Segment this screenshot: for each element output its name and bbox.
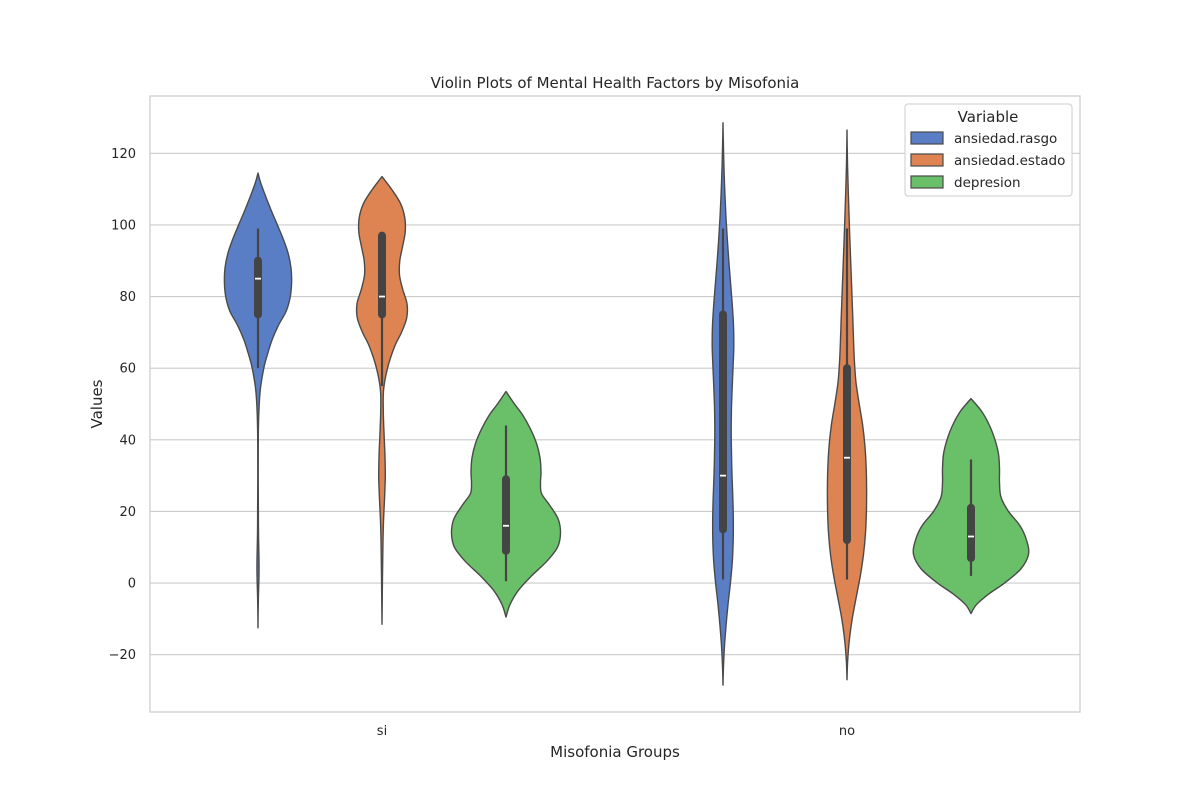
- x-axis-label: Misofonia Groups: [550, 743, 680, 761]
- violin-ansiedad-rasgo-no: [711, 122, 735, 686]
- legend-title: Variable: [958, 108, 1019, 126]
- legend: Variable ansiedad.rasgo ansiedad.estado de…: [904, 103, 1073, 197]
- legend-label: ansiedad.estado: [954, 153, 1065, 169]
- y-tick-label: 100: [111, 218, 136, 233]
- legend-swatch: [910, 153, 944, 167]
- legend-items: ansiedad.rasgo ansiedad.estado depresion: [910, 131, 1065, 191]
- y-tick-label: 60: [119, 362, 136, 377]
- violin-ansiedad-rasgo-si: [223, 172, 293, 629]
- y-tick-label: 40: [119, 433, 136, 448]
- legend-box: [904, 103, 1073, 197]
- y-tick-label: 120: [111, 147, 136, 162]
- y-tick-labels: −20 0 20 40 60 80 100 120: [109, 147, 136, 663]
- violin-depresion-no: [912, 397, 1030, 615]
- y-axis-label: Values: [88, 379, 106, 428]
- violin-body: [223, 172, 293, 629]
- legend-label: ansiedad.rasgo: [954, 131, 1057, 147]
- violins: [223, 122, 1030, 686]
- y-tick-label: 80: [119, 290, 136, 305]
- violin-ansiedad-estado-no: [826, 129, 868, 681]
- legend-label: depresion: [954, 175, 1021, 191]
- y-tick-label: −20: [109, 648, 136, 663]
- violin-body: [355, 175, 409, 625]
- x-tick-label: no: [839, 724, 855, 739]
- y-tick-label: 0: [128, 577, 136, 592]
- y-tick-label: 20: [119, 505, 136, 520]
- violin-depresion-si: [450, 390, 562, 618]
- chart-title: Violin Plots of Mental Health Factors by…: [431, 74, 800, 92]
- x-tick-labels: si no: [377, 724, 855, 739]
- grid-lines: [150, 152, 1080, 656]
- legend-swatch: [910, 175, 944, 189]
- legend-swatch: [910, 131, 944, 145]
- violin-ansiedad-estado-si: [355, 175, 409, 625]
- x-tick-label: si: [377, 724, 387, 739]
- plot-frame: [149, 95, 1081, 713]
